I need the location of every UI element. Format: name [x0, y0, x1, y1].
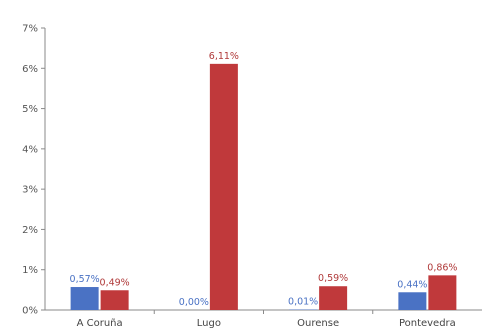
- data-label-series-1: 0,01%: [288, 297, 318, 308]
- x-category-label: Ourense: [297, 318, 339, 329]
- x-category-label: Lugo: [197, 318, 221, 329]
- data-label-series-2: 0,49%: [100, 277, 130, 288]
- x-category-label: Pontevedra: [399, 318, 456, 329]
- bar-series-2: [319, 286, 348, 310]
- y-tick-label: 4%: [22, 144, 38, 155]
- bar-series-2: [209, 63, 238, 311]
- y-tick-label: 3%: [22, 185, 38, 196]
- y-tick-label: 1%: [22, 265, 38, 276]
- bar-series-1: [398, 292, 427, 310]
- x-category-label: A Coruña: [77, 318, 123, 329]
- data-label-series-1: 0,44%: [397, 279, 427, 290]
- bar-series-1: [70, 287, 99, 310]
- data-label-series-1: 0,57%: [70, 274, 100, 285]
- data-label-series-2: 0,59%: [318, 273, 348, 284]
- bars: [70, 63, 457, 311]
- data-label-series-2: 0,86%: [427, 262, 457, 273]
- data-label-series-2: 6,11%: [209, 51, 239, 62]
- data-label-series-1: 0,00%: [179, 297, 209, 308]
- y-tick-label: 5%: [22, 104, 38, 115]
- y-tick-label: 7%: [22, 24, 38, 35]
- y-tick-label: 2%: [22, 225, 38, 236]
- labels: 0,57% 0,49% 0,00% 6,11% 0,01% 0,59% 0,44%0,86%: [70, 51, 458, 308]
- bar-series-2: [100, 290, 129, 310]
- bar-series-2: [428, 275, 457, 310]
- y-tick-label: 0%: [22, 306, 38, 317]
- y-tick-label: 6%: [22, 64, 38, 75]
